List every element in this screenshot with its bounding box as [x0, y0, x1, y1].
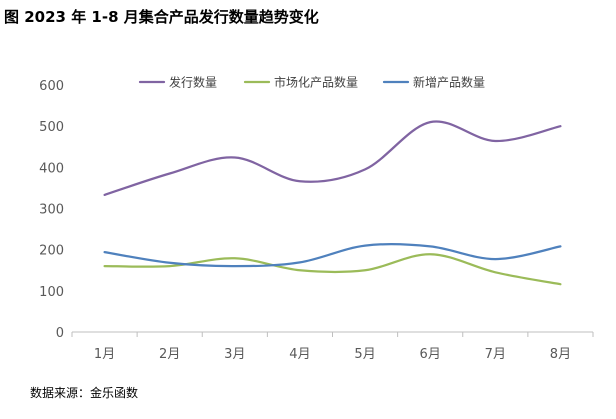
data-source-note: 数据来源：金乐函数: [30, 386, 139, 400]
y-tick-label: 100: [39, 285, 64, 300]
legend-label: 新增产品数量: [413, 75, 485, 90]
y-tick-label: 0: [56, 326, 64, 341]
x-tick-label: 8月: [550, 347, 571, 362]
y-tick-label: 600: [39, 79, 64, 94]
x-tick-label: 6月: [420, 347, 441, 362]
y-tick-label: 200: [39, 244, 64, 259]
x-tick-label: 5月: [354, 347, 375, 362]
x-axis-ticks: [71, 332, 594, 337]
x-tick-label: 3月: [224, 347, 245, 362]
series-line-2: [103, 253, 562, 286]
y-tick-label: 300: [39, 203, 64, 218]
y-tick-label: 500: [39, 120, 64, 135]
legend: 发行数量 市场化产品数量 新增产品数量: [138, 75, 485, 90]
legend-label: 市场化产品数量: [274, 75, 358, 90]
x-tick-label: 4月: [289, 347, 310, 362]
series-line-1: [103, 120, 562, 197]
y-tick-label: 400: [39, 161, 64, 176]
series-line-3: [103, 242, 562, 268]
legend-label: 发行数量: [169, 75, 217, 90]
x-tick-label: 1月: [94, 347, 115, 362]
y-axis-labels: 0 100 200 300 400 500 600: [39, 79, 64, 341]
x-tick-label: 7月: [485, 347, 506, 362]
series-lines: [103, 120, 562, 286]
chart-title: 图 2023 年 1-8 月集合产品发行数量趋势变化: [4, 8, 319, 26]
x-tick-label: 2月: [159, 347, 180, 362]
x-axis-labels: 1月 2月 3月 4月 5月 6月 7月 8月: [94, 347, 571, 362]
